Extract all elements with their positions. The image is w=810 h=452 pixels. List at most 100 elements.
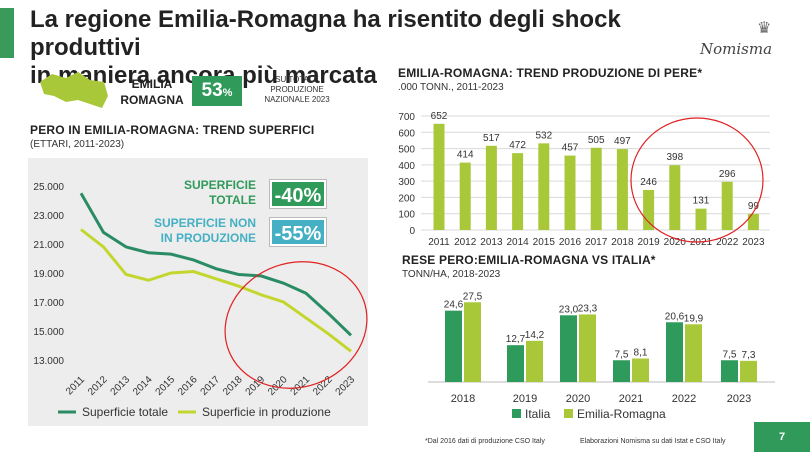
legend-swatch <box>512 409 521 418</box>
x-tick-label: 2013 <box>480 237 503 248</box>
x-tick-label: 2023 <box>334 374 358 398</box>
bar-2020 <box>669 165 681 230</box>
y-tick-label: 0 <box>409 226 415 237</box>
x-tick-label: 2012 <box>454 237 477 248</box>
annotation-superficie-non-produzione: SUPERFICIE NON IN PRODUZIONE <box>153 216 256 245</box>
y-tick-label: 17.000 <box>33 298 64 309</box>
x-tick-label: 2015 <box>154 374 178 398</box>
bar-2019 <box>643 189 655 230</box>
bar-emilia-romagna-2023 <box>740 360 757 382</box>
bar-value-label: 497 <box>614 136 631 147</box>
bar-2015 <box>538 143 550 230</box>
y-tick-label: 23.000 <box>33 211 64 222</box>
bar-chart: 700 600 500 400 300 200 100 0 652 2011 414 2012 517 2… <box>398 111 770 248</box>
series-line-superficie-totale <box>79 192 353 337</box>
bar-value-label: 7,5 <box>615 349 629 360</box>
title-accent-bar <box>0 8 14 58</box>
region-share-note: SU TOTALE PRODUZIONE NAZIONALE 2023 <box>264 75 330 104</box>
footer-note: *Dal 2016 dati di produzione CSO Italy <box>425 438 545 445</box>
legend-label: Superficie totale <box>82 405 168 419</box>
x-tick-label: 2019 <box>637 237 660 248</box>
x-tick-label: 2014 <box>131 374 155 398</box>
highlight-circle <box>630 117 764 243</box>
bar-chart-subtitle: .000 TONN., 2011-2023 <box>398 82 504 93</box>
bar-value-label: 27,5 <box>463 291 483 302</box>
x-tick-label: 2022 <box>311 374 335 398</box>
line-chart-subtitle: (ETTARI, 2011-2023) <box>30 139 125 150</box>
bar-2014 <box>512 153 524 230</box>
bar-emilia-romagna-2020 <box>579 314 596 382</box>
y-tick-label: 25.000 <box>33 182 64 193</box>
bar-2022 <box>721 181 733 230</box>
x-tick-label: 2022 <box>716 237 739 248</box>
bar-chart-title: EMILIA-ROMAGNA: TREND PRODUZIONE DI PERE… <box>398 66 703 80</box>
y-tick-label: 21.000 <box>33 240 64 251</box>
y-tick-label: 400 <box>398 161 415 172</box>
bar-value-label: 19,9 <box>684 313 704 324</box>
bar-value-label: 23,3 <box>578 303 598 314</box>
page-title: La regione Emilia-Romagna ha risentito d… <box>30 6 690 90</box>
bar-value-label: 20,6 <box>665 311 685 322</box>
highlight-circle <box>224 261 368 389</box>
bar-value-label: 505 <box>588 135 605 146</box>
line-chart-title: PERO IN EMILIA-ROMAGNA: TREND SUPERFICI <box>30 123 315 137</box>
bar-emilia-romagna-2019 <box>526 340 543 382</box>
bar-value-label: 652 <box>431 111 448 122</box>
bar-value-label: 14,2 <box>525 330 545 341</box>
bar-value-label: 472 <box>509 140 526 151</box>
x-tick-label: 2016 <box>176 374 200 398</box>
bar-italia-2020 <box>560 315 577 382</box>
bar-value-label: 457 <box>562 143 579 154</box>
annotation-superficie-totale: SUPERFICIE TOTALE <box>183 178 256 207</box>
bar-italia-2018 <box>445 310 462 382</box>
bar-value-label: 8,1 <box>634 348 648 359</box>
x-tick-label: 2011 <box>428 237 450 248</box>
bar-2018 <box>616 149 628 230</box>
x-tick-label: 2020 <box>566 393 590 405</box>
x-tick-label: 2015 <box>533 237 556 248</box>
bar-emilia-romagna-2018 <box>464 302 481 382</box>
grouped-bar-chart: 24,627,5 2018 12,7 14,2 2019 23,0 23,3 2020 7,5 8… <box>428 291 775 420</box>
bar-emilia-romagna-2021 <box>632 358 649 382</box>
bar-value-label: 99 <box>748 201 760 212</box>
grouped-chart-title: RESE PERO:EMILIA-ROMAGNA VS ITALIA* <box>402 253 656 267</box>
x-tick-label: 2023 <box>727 393 751 405</box>
badge-superficie-totale: -40% <box>270 180 326 208</box>
logo-icon: ♛ <box>757 20 772 37</box>
x-tick-label: 2017 <box>585 237 608 248</box>
bar-value-label: 532 <box>535 130 552 141</box>
bar-italia-2023 <box>721 360 738 382</box>
bar-value-label: 7,5 <box>723 349 737 360</box>
emilia-romagna-map-icon <box>40 72 108 108</box>
y-tick-label: 19.000 <box>33 269 64 280</box>
x-tick-label: 2014 <box>506 237 529 248</box>
bar-2023 <box>747 213 759 230</box>
footer-source: Elaborazioni Nomisma su dati Istat e CSO… <box>580 438 726 445</box>
bar-emilia-romagna-2022 <box>685 324 702 382</box>
y-tick-label: 13.000 <box>33 356 64 367</box>
grouped-chart-subtitle: TONN/HA, 2018-2023 <box>402 269 501 280</box>
legend-label: Emilia-Romagna <box>577 407 666 420</box>
series-line-superficie-produzione <box>80 228 352 353</box>
x-tick-label: 2018 <box>221 374 245 398</box>
bar-2021 <box>695 208 707 230</box>
y-tick-label: 15.000 <box>33 327 64 338</box>
logo: Nomisma <box>700 40 773 58</box>
region-share-badge: 53% <box>192 76 242 106</box>
x-tick-label: 2012 <box>86 374 110 398</box>
x-tick-label: 2019 <box>513 393 537 405</box>
legend-label: Superficie in produzione <box>202 405 331 419</box>
bar-value-label: 517 <box>483 133 500 144</box>
badge-superficie-non-produzione: -55% <box>270 218 326 246</box>
bar-value-label: 12,7 <box>506 334 526 345</box>
bar-value-label: 398 <box>666 152 683 163</box>
x-tick-label: 2023 <box>742 237 765 248</box>
page-number: 7 <box>754 422 810 452</box>
bar-value-label: 131 <box>693 196 710 207</box>
y-tick-label: 300 <box>398 177 415 188</box>
x-tick-label: 2022 <box>672 393 696 405</box>
bar-value-label: 246 <box>640 177 657 188</box>
x-tick-label: 2021 <box>619 393 643 405</box>
x-tick-label: 2021 <box>690 237 713 248</box>
y-tick-label: 700 <box>398 112 415 123</box>
